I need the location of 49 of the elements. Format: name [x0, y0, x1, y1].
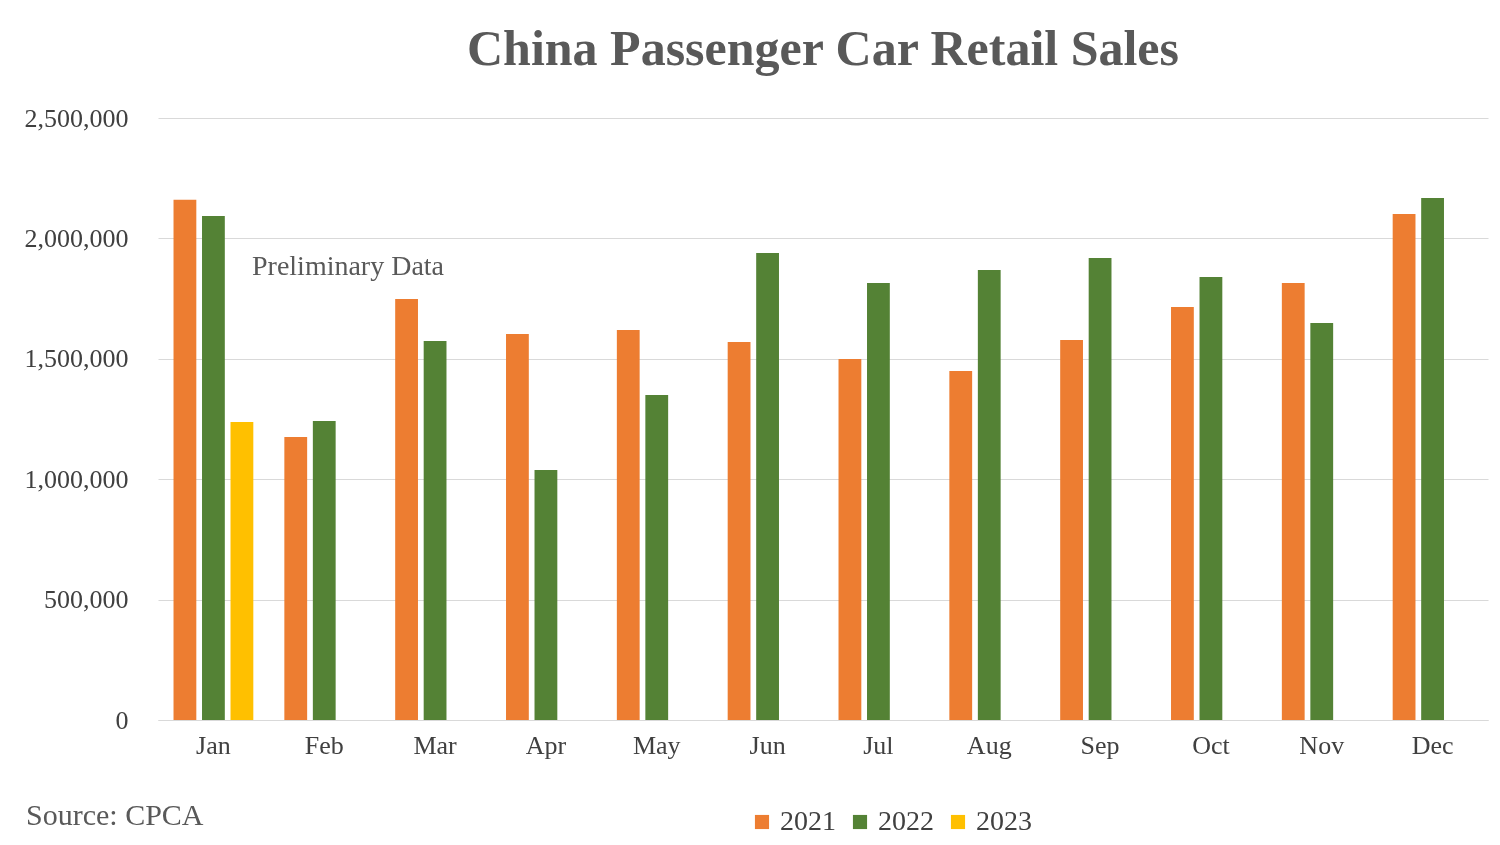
bar	[534, 470, 558, 720]
bar	[1392, 214, 1416, 720]
annotation: Preliminary Data	[252, 250, 445, 282]
x-tick-label: Dec	[1411, 730, 1454, 760]
chart-title: China Passenger Car Retail Sales	[466, 20, 1180, 76]
bar	[949, 371, 973, 720]
bar	[1171, 307, 1194, 720]
legend-label: 2022	[878, 805, 934, 836]
y-tick-label: 1,000,000	[24, 464, 129, 494]
bar	[867, 282, 890, 720]
bar	[312, 420, 336, 720]
x-tick-label: Nov	[1299, 730, 1345, 760]
bar	[1421, 197, 1444, 720]
bar	[645, 394, 669, 720]
x-tick-label: Apr	[525, 730, 567, 760]
bar	[1310, 322, 1334, 720]
legend-label: 2023	[976, 805, 1032, 836]
bar	[284, 437, 308, 720]
bar	[395, 299, 418, 720]
y-tick-label: 500,000	[44, 585, 129, 615]
bar	[727, 341, 751, 720]
bar	[616, 329, 640, 720]
x-tick-label: Jul	[863, 730, 894, 760]
bar	[977, 269, 1001, 720]
bar	[1060, 340, 1083, 720]
x-tick-label: Jan	[196, 730, 231, 760]
x-tick-label: Feb	[304, 730, 344, 760]
x-tick-label: Sep	[1080, 730, 1120, 760]
bar	[173, 199, 197, 720]
source-note: Source: CPCA	[26, 798, 204, 832]
x-tick-label: Jun	[749, 730, 786, 760]
x-tick-label: May	[632, 730, 681, 760]
bar	[202, 216, 225, 720]
bar	[1281, 282, 1305, 720]
y-tick-label: 2,000,000	[24, 223, 129, 253]
legend-label: 2021	[780, 805, 836, 836]
x-tick-label: Oct	[1192, 730, 1231, 760]
y-tick-label: 1,500,000	[24, 344, 129, 374]
bar	[1088, 257, 1112, 720]
bar	[1199, 276, 1223, 720]
x-tick-label: Mar	[413, 730, 458, 760]
bar	[423, 340, 447, 720]
bar	[756, 253, 779, 720]
x-tick-label: Aug	[966, 730, 1012, 760]
y-tick-label: 0	[115, 705, 129, 735]
bar	[838, 359, 862, 720]
y-tick-label: 2,500,000	[24, 103, 129, 133]
bar	[230, 421, 254, 720]
bar	[506, 334, 529, 720]
